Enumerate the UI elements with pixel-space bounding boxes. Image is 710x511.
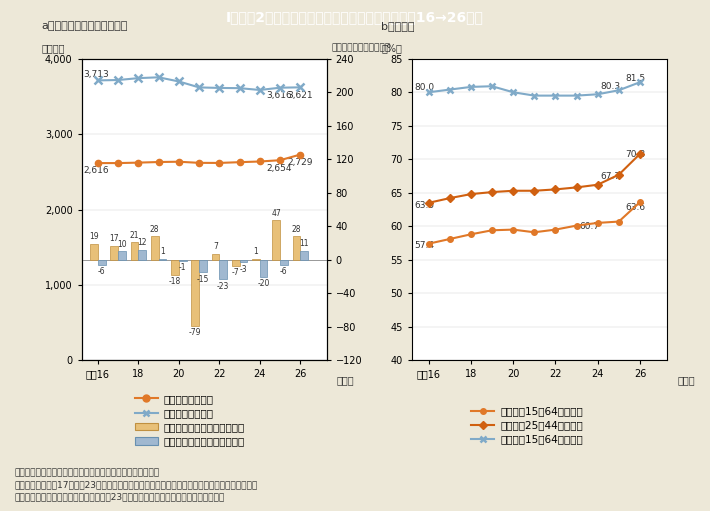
- Bar: [179, 260, 187, 261]
- Legend: 就業率（15～64歳女性）, 就業率（25～44歳女性）, 就業率（15～64歳男性）: 就業率（15～64歳女性）, 就業率（25～44歳女性）, 就業率（15～64歳…: [468, 403, 586, 448]
- Bar: [280, 260, 288, 265]
- Text: 3,616: 3,616: [266, 91, 292, 100]
- Bar: [239, 260, 247, 262]
- Text: 80.3: 80.3: [601, 82, 621, 90]
- Text: ２．平成17年かも23年までの数値は，時系列接続用数値を用いている（比率を除く）。: ２．平成17年かも23年までの数値は，時系列接続用数値を用いている（比率を除く）…: [14, 480, 258, 490]
- Text: （備考）１．総務省「労働力調査（基本集計）」より作成。: （備考）１．総務省「労働力調査（基本集計）」より作成。: [14, 468, 159, 477]
- Bar: [300, 250, 308, 260]
- Text: 19: 19: [89, 233, 99, 241]
- Text: （年）: （年）: [337, 375, 354, 385]
- Bar: [192, 260, 199, 326]
- Text: 1: 1: [253, 247, 258, 257]
- Bar: [98, 260, 106, 265]
- Bar: [219, 260, 227, 279]
- Text: 28: 28: [150, 225, 160, 234]
- Bar: [151, 236, 158, 260]
- Text: 67.7: 67.7: [601, 172, 621, 181]
- Bar: [118, 251, 126, 260]
- Bar: [158, 259, 166, 260]
- Text: -18: -18: [169, 277, 181, 286]
- Text: 47: 47: [271, 209, 281, 218]
- Bar: [90, 244, 98, 260]
- Text: 70.8: 70.8: [625, 150, 645, 159]
- Text: 3,713: 3,713: [84, 70, 109, 79]
- Bar: [110, 245, 118, 260]
- Text: -7: -7: [232, 268, 239, 277]
- Bar: [171, 260, 179, 275]
- Bar: [252, 259, 260, 260]
- Text: 28: 28: [292, 225, 301, 234]
- Text: 7: 7: [213, 242, 218, 251]
- Bar: [138, 250, 146, 260]
- Text: 10: 10: [117, 240, 127, 249]
- Text: 81.5: 81.5: [625, 74, 645, 83]
- Text: 2,654: 2,654: [266, 164, 291, 173]
- Text: b．就業率: b．就業率: [381, 20, 415, 31]
- Text: 63.6: 63.6: [625, 202, 645, 212]
- Text: ３．就業者数及び就業率の平成23年値は，総務省が補完的に推計した数値。: ３．就業者数及び就業率の平成23年値は，総務省が補完的に推計した数値。: [14, 493, 224, 502]
- Text: -6: -6: [280, 267, 288, 276]
- Text: -20: -20: [258, 279, 270, 288]
- Text: -23: -23: [217, 282, 229, 291]
- Text: 17: 17: [109, 234, 119, 243]
- Text: 2,729: 2,729: [287, 158, 312, 167]
- Text: 60.7: 60.7: [580, 222, 600, 231]
- Text: 21: 21: [130, 230, 139, 240]
- Bar: [232, 260, 239, 266]
- Bar: [199, 260, 207, 272]
- Text: （万人）: （万人）: [41, 43, 65, 53]
- Text: （年）: （年）: [677, 375, 695, 385]
- Text: a．就業者数と対前年増減数: a．就業者数と対前年増減数: [41, 20, 128, 31]
- Bar: [293, 236, 300, 260]
- Bar: [212, 254, 219, 260]
- Text: 63.5: 63.5: [414, 200, 434, 210]
- Text: -79: -79: [189, 329, 202, 337]
- Text: -15: -15: [197, 275, 209, 284]
- Legend: 就業者数（女性）, 就業者数（男性）, 対前年増減数（女性，右軸）, 対前年増減数（男性，右軸）: 就業者数（女性）, 就業者数（男性）, 対前年増減数（女性，右軸）, 対前年増減…: [131, 391, 248, 450]
- Text: 11: 11: [300, 239, 309, 248]
- Text: 3,621: 3,621: [287, 91, 312, 100]
- Text: （対前年増減数：万人）: （対前年増減数：万人）: [332, 44, 390, 53]
- Text: 1: 1: [160, 247, 165, 257]
- Text: -3: -3: [239, 265, 247, 274]
- Bar: [273, 220, 280, 260]
- Text: 57.4: 57.4: [414, 241, 434, 250]
- Text: 80.0: 80.0: [414, 83, 434, 91]
- Text: 12: 12: [138, 238, 147, 247]
- Text: 2,616: 2,616: [84, 166, 109, 175]
- Text: -1: -1: [179, 263, 187, 272]
- Text: （%）: （%）: [381, 43, 402, 53]
- Bar: [131, 242, 138, 260]
- Text: -6: -6: [98, 267, 106, 276]
- Bar: [260, 260, 268, 276]
- Text: I－特－2図　男女別の就業者数及び就業率（平成16→26年）: I－特－2図 男女別の就業者数及び就業率（平成16→26年）: [226, 10, 484, 25]
